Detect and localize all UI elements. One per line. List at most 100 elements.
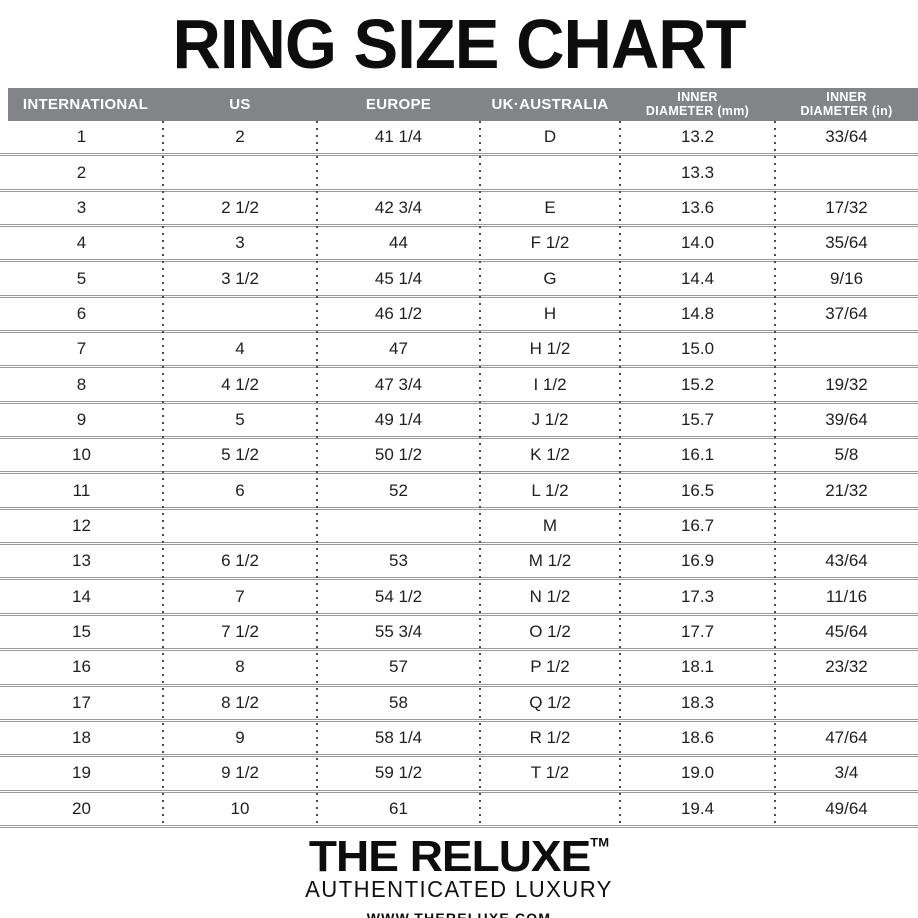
brand-tagline: AUTHENTICATED LUXURY bbox=[305, 875, 613, 902]
table-row: 2 13.3 bbox=[0, 156, 918, 192]
table-cell: 4 bbox=[235, 339, 245, 359]
table-cell: 18.1 bbox=[680, 657, 715, 677]
table-cell: 41 1/4 bbox=[374, 127, 423, 147]
table-cell: 6 bbox=[76, 303, 87, 323]
table-cell: M bbox=[542, 515, 558, 535]
table-cell: 8 1/2 bbox=[221, 692, 259, 712]
table-cell: 2 bbox=[76, 162, 87, 182]
table-cell: 55 3/4 bbox=[374, 621, 423, 641]
footer: THE RELUXETM AUTHENTICATED LUXURY WWW.TH… bbox=[0, 828, 918, 918]
table-cell: 54 1/2 bbox=[374, 586, 423, 606]
table-cell: 49 1/4 bbox=[374, 409, 423, 429]
table-row: 13 6 1/2 53 M 1/2 16.9 43/64 bbox=[0, 545, 918, 581]
table-cell: 16.1 bbox=[680, 445, 715, 465]
column-separator bbox=[479, 121, 481, 828]
table-cell: 18.6 bbox=[680, 728, 715, 748]
table-cell: 3/4 bbox=[834, 763, 859, 783]
table-cell: 49/64 bbox=[825, 798, 868, 818]
table-cell: 4 1/2 bbox=[221, 374, 259, 394]
table-cell: 7 bbox=[76, 339, 87, 359]
column-header: US bbox=[229, 95, 251, 113]
table-cell: 5 bbox=[76, 268, 87, 288]
table-cell: 16 bbox=[72, 657, 91, 677]
table-cell: 19.4 bbox=[680, 798, 715, 818]
table-cell: 13.2 bbox=[680, 127, 715, 147]
table-cell: 19/32 bbox=[825, 374, 868, 394]
table-cell: 58 1/4 bbox=[374, 728, 423, 748]
table-cell: 6 1/2 bbox=[221, 551, 259, 571]
table-cell: 45 1/4 bbox=[374, 268, 423, 288]
table-cell: 19 bbox=[72, 763, 91, 783]
table-cell: D bbox=[543, 127, 557, 147]
table-cell: 2 bbox=[235, 127, 245, 147]
table-cell: 20 bbox=[72, 798, 91, 818]
table-cell: 2 1/2 bbox=[221, 197, 259, 217]
column-header: EUROPE bbox=[365, 95, 432, 113]
table-cell: 14.4 bbox=[680, 268, 715, 288]
table-cell: 15 bbox=[72, 621, 91, 641]
table-cell: 15.2 bbox=[680, 374, 715, 394]
table-cell: O 1/2 bbox=[529, 621, 571, 641]
table-cell: 3 bbox=[235, 233, 245, 253]
table-cell: 21/32 bbox=[825, 480, 868, 500]
trademark-symbol: TM bbox=[590, 834, 610, 850]
table-cell: 47 bbox=[389, 339, 408, 359]
table-cell: 17/32 bbox=[825, 197, 868, 217]
table-row: 14 7 54 1/2 N 1/2 17.3 11/16 bbox=[0, 580, 918, 616]
brand-name: THE RELUXE bbox=[308, 831, 591, 881]
table-cell: P 1/2 bbox=[530, 657, 570, 677]
table-header-row: INTERNATIONAL US EUROPE UK·AUSTRALIA INNER DI… bbox=[8, 88, 918, 121]
table-row: 7 4 47 H 1/2 15.0 bbox=[0, 333, 918, 369]
table-cell: 14.8 bbox=[680, 303, 715, 323]
table-cell: J 1/2 bbox=[531, 409, 569, 429]
table-cell: R 1/2 bbox=[529, 728, 571, 748]
table-cell: 5 bbox=[235, 409, 245, 429]
table-cell: 7 1/2 bbox=[221, 621, 259, 641]
table-cell: 5 1/2 bbox=[221, 445, 259, 465]
table-cell: 59 1/2 bbox=[374, 763, 423, 783]
table-cell: 13.3 bbox=[680, 162, 715, 182]
table-row: 12 M 16.7 bbox=[0, 510, 918, 546]
table-cell: 12 bbox=[72, 515, 91, 535]
table-cell: F 1/2 bbox=[530, 233, 570, 253]
table-cell: 16.9 bbox=[680, 551, 715, 571]
table-row: 5 3 1/2 45 1/4 G 14.4 9/16 bbox=[0, 262, 918, 298]
table-cell: 17 bbox=[72, 692, 91, 712]
table-cell: 13.6 bbox=[680, 197, 715, 217]
table-row: 18 9 58 1/4 R 1/2 18.6 47/64 bbox=[0, 722, 918, 758]
table-cell: 17.7 bbox=[680, 621, 715, 641]
table-body: 1 2 41 1/4 D 13.2 33/64 2 13.3 3 2 1/2 42 3/4 E 13.6… bbox=[0, 121, 918, 828]
table-row: 16 8 57 P 1/2 18.1 23/32 bbox=[0, 651, 918, 687]
table-cell: 46 1/2 bbox=[374, 303, 423, 323]
brand-logo: THE RELUXETM bbox=[309, 834, 609, 878]
table-cell: Q 1/2 bbox=[529, 692, 571, 712]
table-cell: 16.7 bbox=[680, 515, 715, 535]
table-cell: 18 bbox=[72, 728, 91, 748]
table-cell: 11 bbox=[72, 480, 91, 500]
table-cell: H 1/2 bbox=[529, 339, 571, 359]
table-cell: 58 bbox=[389, 692, 408, 712]
table-cell: 8 bbox=[76, 374, 87, 394]
table-cell: G bbox=[543, 268, 557, 288]
table-cell: K 1/2 bbox=[530, 445, 570, 465]
table-row: 19 9 1/2 59 1/2 T 1/2 19.0 3/4 bbox=[0, 757, 918, 793]
table-cell: 19.0 bbox=[680, 763, 715, 783]
website-url: WWW.THERELUXE.COM bbox=[366, 909, 552, 918]
table-cell: 44 bbox=[389, 233, 408, 253]
table-cell: 39/64 bbox=[825, 409, 868, 429]
table-cell: 57 bbox=[389, 657, 408, 677]
page-title: RING SIZE CHART bbox=[172, 5, 746, 84]
table-cell: 52 bbox=[389, 480, 408, 500]
table-cell: 1 bbox=[76, 127, 87, 147]
table-cell: 13 bbox=[72, 551, 91, 571]
table-row: 15 7 1/2 55 3/4 O 1/2 17.7 45/64 bbox=[0, 616, 918, 652]
column-header: UK·AUSTRALIA bbox=[491, 95, 609, 113]
table-cell: T 1/2 bbox=[530, 763, 570, 783]
table-cell: 47/64 bbox=[825, 728, 868, 748]
table-row: 11 6 52 L 1/2 16.5 21/32 bbox=[0, 474, 918, 510]
table-cell: 3 1/2 bbox=[221, 268, 259, 288]
table-cell: 4 bbox=[76, 233, 87, 253]
table-cell: 7 bbox=[235, 586, 245, 606]
table-cell: 43/64 bbox=[825, 551, 868, 571]
table-row: 8 4 1/2 47 3/4 I 1/2 15.2 19/32 bbox=[0, 368, 918, 404]
